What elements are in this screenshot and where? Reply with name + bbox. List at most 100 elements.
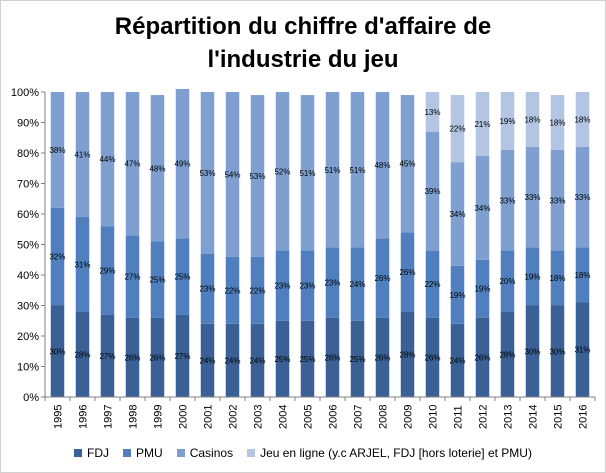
y-tick-label: 70% xyxy=(17,179,39,191)
bar-segment xyxy=(225,92,240,257)
legend-item-pmu: PMU xyxy=(123,446,163,460)
data-label: 54% xyxy=(224,170,240,179)
data-label: 31% xyxy=(74,260,90,269)
data-label: 23% xyxy=(199,285,215,294)
data-label: 28% xyxy=(399,350,415,359)
x-tick-label: 2009 xyxy=(403,405,415,429)
bar-segment xyxy=(350,247,365,321)
data-label: 52% xyxy=(274,167,290,176)
bar-segment xyxy=(400,232,415,312)
bar-segment xyxy=(125,235,140,318)
bar-segment xyxy=(50,92,65,208)
data-label: 18% xyxy=(574,271,590,280)
data-label: 22% xyxy=(449,125,465,134)
bar-segment xyxy=(100,92,115,227)
data-label: 30% xyxy=(49,347,65,356)
chart-title: Répartition du chiffre d'affaire de l'in… xyxy=(0,10,606,76)
bar-segment xyxy=(75,311,90,397)
bar-segment xyxy=(400,95,415,233)
bar-segment xyxy=(450,265,465,324)
bar-segment xyxy=(575,302,590,397)
data-label: 20% xyxy=(499,277,515,286)
bar-segment xyxy=(150,241,165,318)
bar-segment xyxy=(325,92,340,248)
y-tick-label: 90% xyxy=(17,118,39,130)
bar-segment xyxy=(450,95,465,163)
data-label: 13% xyxy=(424,108,440,117)
data-label: 29% xyxy=(99,266,115,275)
x-tick-label: 2005 xyxy=(303,405,315,429)
bar-segment xyxy=(425,131,440,251)
bar-segment xyxy=(150,317,165,397)
bar-segment xyxy=(525,305,540,397)
bar-segment xyxy=(375,238,390,318)
data-label: 33% xyxy=(524,193,540,202)
bar-segment xyxy=(475,259,490,318)
data-label: 25% xyxy=(274,355,290,364)
x-tick-label: 2016 xyxy=(578,405,590,429)
data-label: 18% xyxy=(574,115,590,124)
data-label: 25% xyxy=(349,355,365,364)
data-label: 21% xyxy=(474,120,490,129)
bar-segment xyxy=(175,314,190,397)
data-label: 26% xyxy=(124,353,140,362)
chart-title-line-2: l'industrie du jeu xyxy=(207,46,399,73)
data-label: 22% xyxy=(249,286,265,295)
x-tick-label: 2010 xyxy=(428,405,440,429)
bar-segment xyxy=(200,253,215,324)
legend-swatch-pmu xyxy=(123,449,132,457)
x-tick-label: 2013 xyxy=(503,405,515,429)
data-label: 18% xyxy=(549,119,565,128)
data-label: 26% xyxy=(399,268,415,277)
bar-segment xyxy=(400,311,415,397)
data-label: 27% xyxy=(124,273,140,282)
chart-title-line-1: Répartition du chiffre d'affaire de xyxy=(114,13,492,40)
data-label: 19% xyxy=(474,285,490,294)
bar-segment xyxy=(300,250,315,321)
legend-swatch-fdj xyxy=(74,449,83,457)
x-tick-label: 1995 xyxy=(53,405,65,429)
x-tick-label: 2007 xyxy=(353,405,365,429)
x-tick-label: 2002 xyxy=(228,405,240,429)
bar-segment xyxy=(475,92,490,157)
bar-segment xyxy=(425,317,440,397)
bar-segment xyxy=(450,162,465,266)
data-label: 48% xyxy=(149,164,165,173)
data-label: 47% xyxy=(124,160,140,169)
bar-segment xyxy=(525,146,540,248)
data-label: 24% xyxy=(249,356,265,365)
data-label: 26% xyxy=(424,353,440,362)
data-label: 26% xyxy=(149,353,165,362)
data-label: 30% xyxy=(524,347,540,356)
data-label: 31% xyxy=(574,346,590,355)
bar-segment xyxy=(575,92,590,147)
x-tick-label: 2008 xyxy=(378,405,390,429)
bar-segment xyxy=(125,92,140,236)
x-tick-label: 1997 xyxy=(103,405,115,429)
data-label: 19% xyxy=(449,291,465,300)
bar-segment xyxy=(275,92,290,251)
y-tick-label: 50% xyxy=(17,240,39,252)
data-label: 44% xyxy=(99,155,115,164)
x-tick-label: 2014 xyxy=(528,405,540,429)
legend-label-pmu: PMU xyxy=(136,446,163,460)
bar-segment xyxy=(475,156,490,260)
legend-label-fdj: FDJ xyxy=(87,446,110,460)
bar-segment xyxy=(200,323,215,397)
bar-segment xyxy=(275,250,290,321)
bar-segment xyxy=(300,320,315,397)
x-tick-label: 2003 xyxy=(253,405,265,429)
bar-segment xyxy=(250,323,265,397)
data-label: 19% xyxy=(499,117,515,126)
bar-segment xyxy=(125,317,140,397)
data-label: 25% xyxy=(149,276,165,285)
bar-segment xyxy=(375,92,390,239)
y-tick-label: 60% xyxy=(17,209,39,221)
x-tick-label: 2000 xyxy=(178,405,190,429)
data-label: 51% xyxy=(324,166,340,175)
bar-segment xyxy=(250,95,265,257)
data-label: 23% xyxy=(299,282,315,291)
data-label: 30% xyxy=(549,347,565,356)
bar-segment xyxy=(375,317,390,397)
legend-label-jeu-en-ligne: Jeu en ligne (y.c ARJEL, FDJ [hors loter… xyxy=(260,446,532,460)
